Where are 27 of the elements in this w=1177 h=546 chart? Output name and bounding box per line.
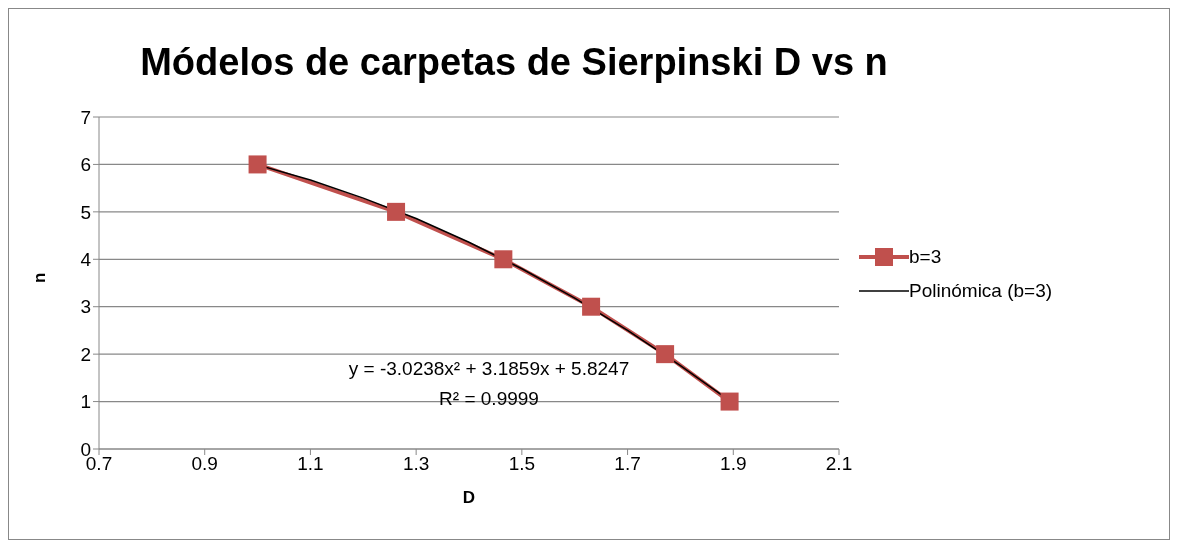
y-tick-label: 1 bbox=[80, 391, 91, 413]
point bbox=[248, 155, 267, 174]
annotation: R² = 0.9999 bbox=[438, 387, 540, 411]
point bbox=[387, 202, 406, 221]
y-tick-label: 6 bbox=[80, 154, 91, 176]
x-tick-label: 0.9 bbox=[191, 453, 218, 475]
point bbox=[656, 345, 675, 364]
y-tick-label: 2 bbox=[80, 343, 91, 365]
chart-title: Módelos de carpetas de Sierpinski D vs n bbox=[139, 41, 889, 84]
point bbox=[720, 392, 739, 411]
x-tick-label: 1.5 bbox=[508, 453, 536, 475]
y-tick-label: 5 bbox=[80, 201, 91, 223]
x-axis-title: D bbox=[462, 488, 476, 507]
annotation: y = -3.0238x² + 3.1859x + 5.8247 bbox=[347, 357, 631, 381]
x-tick-label: 1.7 bbox=[614, 453, 641, 475]
y-tick-label: 7 bbox=[80, 106, 91, 128]
x-tick-label: 1.9 bbox=[720, 453, 747, 475]
y-tick-label: 4 bbox=[80, 249, 92, 271]
x-tick-label: 1.3 bbox=[402, 453, 430, 475]
legend-label: b=3 bbox=[909, 246, 942, 268]
y-tick-label: 3 bbox=[80, 296, 91, 318]
y-axis-title: n bbox=[30, 272, 50, 283]
x-tick-label: 1.1 bbox=[297, 453, 324, 475]
point bbox=[494, 250, 513, 269]
x-tick-label: 2.1 bbox=[825, 453, 853, 475]
legend-label: Polinómica (b=3) bbox=[909, 280, 1053, 302]
point bbox=[582, 297, 601, 316]
